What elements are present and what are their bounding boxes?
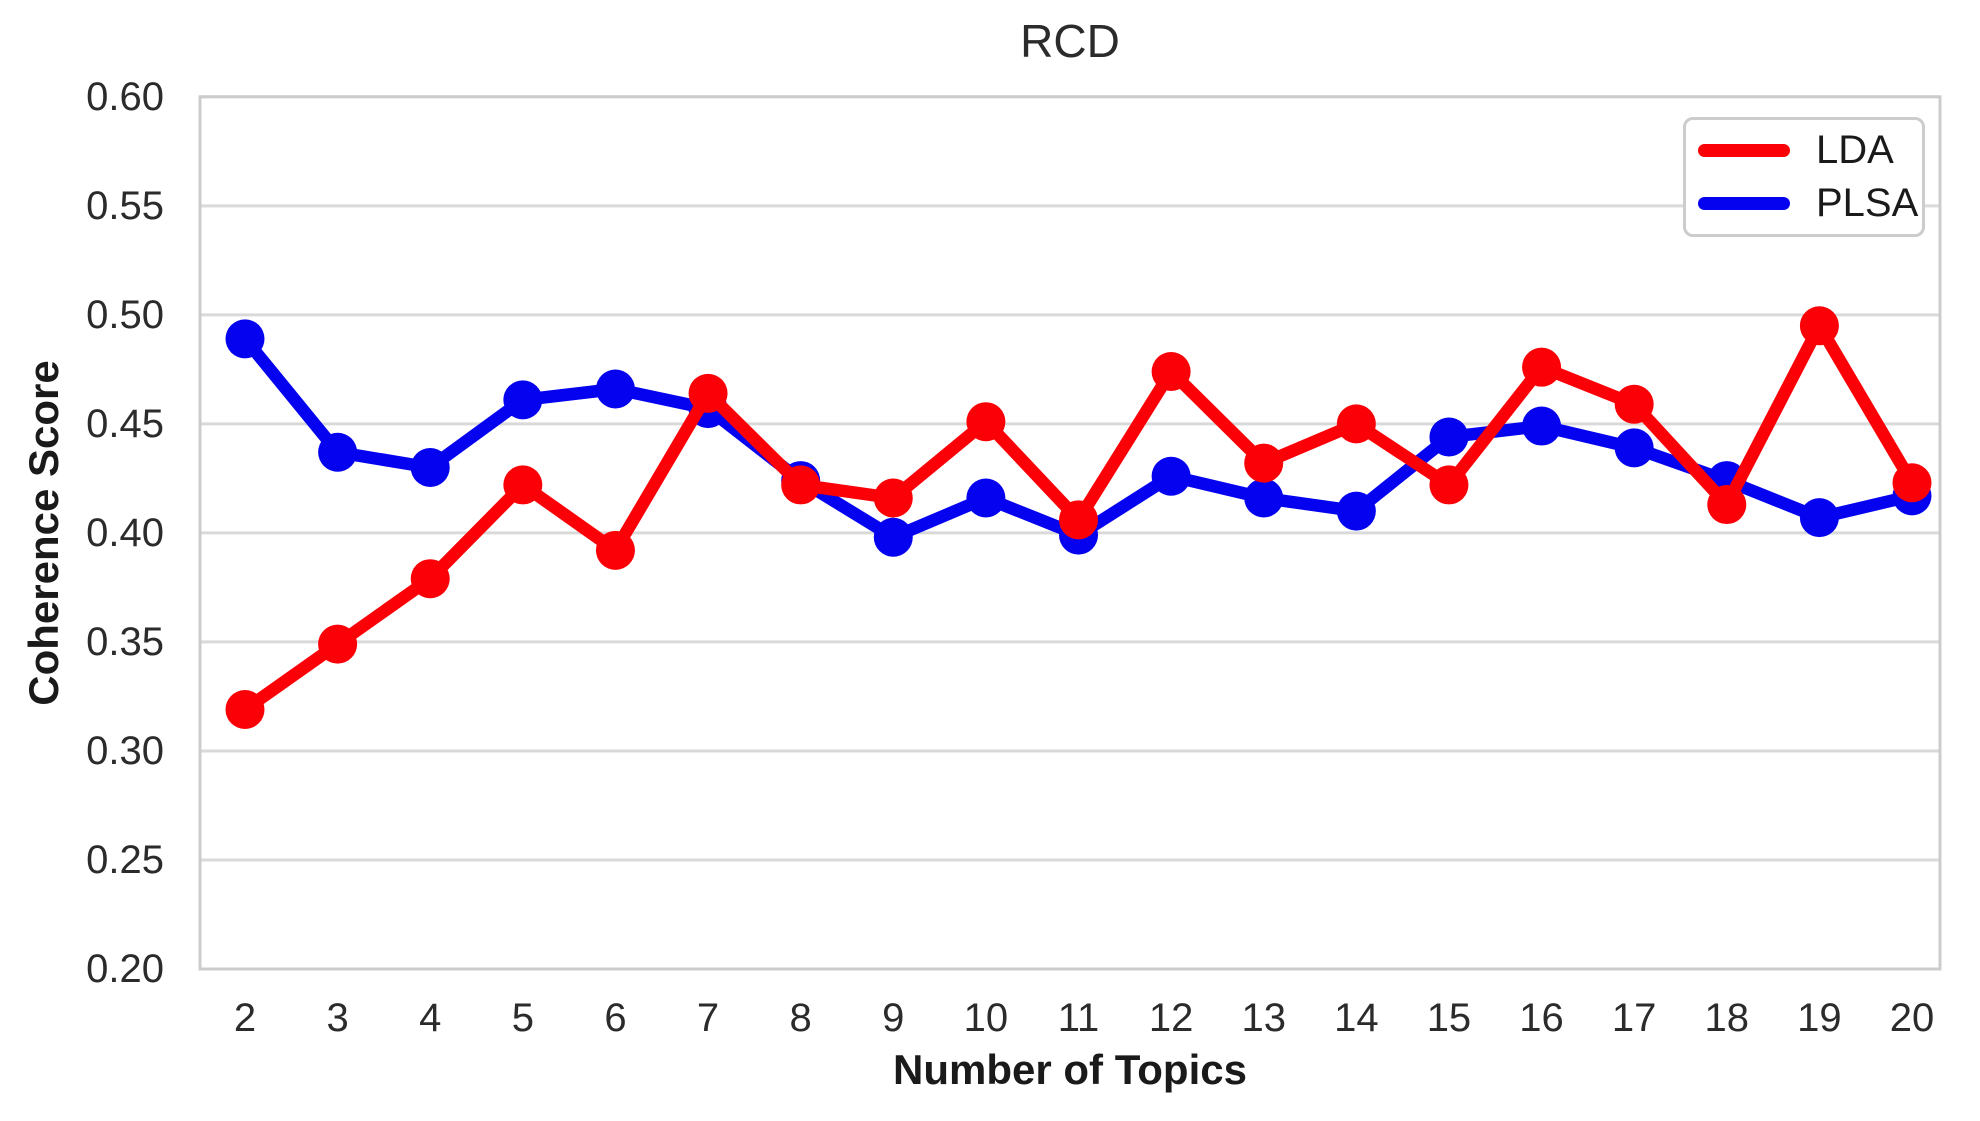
x-tick-label: 8 (789, 996, 812, 1040)
x-tick-label: 16 (1519, 996, 1564, 1040)
y-tick-label: 0.60 (86, 74, 164, 119)
legend: LDA PLSA (1683, 117, 1925, 237)
lda-line-swatch-icon (1698, 144, 1790, 157)
plsa-marker (1429, 417, 1469, 457)
lda-marker (1151, 352, 1191, 392)
plot-border (198, 95, 1942, 971)
plsa-marker (1244, 478, 1284, 518)
x-tick-label: 19 (1797, 996, 1842, 1040)
lda-marker (503, 465, 543, 505)
x-tick-label: 10 (963, 996, 1009, 1040)
x-tick-label: 7 (696, 996, 720, 1040)
x-tick-label: 6 (604, 996, 627, 1040)
x-tick-label: 4 (419, 996, 442, 1040)
y-tick-label: 0.20 (86, 947, 164, 991)
lda-marker (1059, 500, 1098, 540)
plsa-marker (1614, 428, 1654, 468)
plsa-marker (1799, 498, 1839, 538)
y-tick-label: 0.45 (86, 401, 164, 446)
x-tick-label: 20 (1889, 996, 1935, 1040)
lda-marker (688, 373, 728, 413)
x-tick-label: 14 (1334, 996, 1379, 1040)
legend-item-plsa: PLSA (1698, 181, 1922, 226)
plsa-marker (1151, 456, 1191, 496)
lda-marker (1707, 485, 1747, 525)
lda-marker (966, 402, 1006, 442)
lda-marker (225, 690, 265, 730)
y-tick-label: 0.25 (86, 837, 164, 882)
x-tick-label: 11 (1057, 996, 1100, 1040)
lda-marker (318, 624, 358, 664)
plsa-marker (318, 432, 358, 472)
x-tick-label: 13 (1241, 996, 1286, 1040)
x-tick-label: 3 (326, 996, 349, 1040)
lda-marker (595, 530, 635, 570)
legend-label-lda: LDA (1816, 128, 1894, 172)
plsa-marker (1522, 406, 1562, 446)
plsa-line-swatch-icon (1698, 197, 1790, 210)
x-tick-label: 2 (233, 996, 257, 1040)
lda-marker (1799, 306, 1839, 346)
plsa-marker (410, 447, 450, 487)
y-tick-label: 0.30 (86, 728, 164, 773)
lda-marker (1336, 404, 1376, 444)
y-tick-label: 0.50 (86, 292, 164, 337)
legend-label-plsa: PLSA (1816, 181, 1919, 225)
plsa-marker (1336, 491, 1376, 531)
x-tick-label: 12 (1148, 996, 1194, 1040)
x-axis-label: Number of Topics (893, 1046, 1247, 1093)
lda-marker (873, 478, 913, 518)
x-tick-label: 18 (1704, 996, 1750, 1040)
x-tick-label: 17 (1611, 996, 1657, 1040)
plsa-marker (503, 380, 543, 420)
lda-marker (1892, 463, 1932, 503)
y-tick-label: 0.55 (86, 183, 164, 228)
lda-marker (1429, 465, 1469, 505)
plsa-marker (225, 319, 265, 359)
chart-title: RCD (1020, 15, 1120, 67)
y-tick-label: 0.40 (86, 510, 164, 555)
y-tick-label: 0.35 (86, 619, 164, 664)
lda-marker (781, 465, 821, 505)
lda-marker (1522, 347, 1562, 387)
x-tick-label: 5 (511, 996, 534, 1040)
legend-item-lda: LDA (1698, 128, 1922, 173)
plsa-marker (966, 478, 1006, 518)
lda-marker (1614, 384, 1654, 424)
plsa-marker (873, 517, 913, 557)
plsa-marker (595, 369, 635, 409)
lda-marker (410, 559, 450, 599)
lda-marker (1244, 443, 1284, 483)
x-tick-label: 9 (882, 996, 905, 1040)
x-tick-label: 15 (1426, 996, 1472, 1040)
